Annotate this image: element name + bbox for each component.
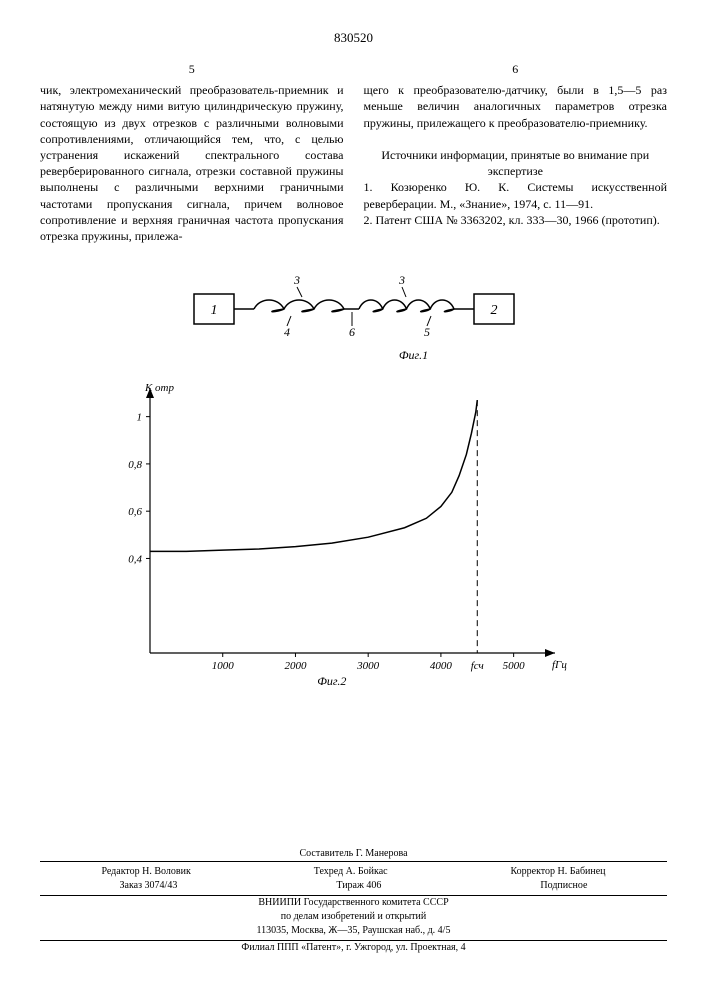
figure-2-chart: К отр fГц 0,4 0,6 0,8 1 1000 2000 3000 4000 5000 fс… (100, 373, 580, 693)
figure-2-container: К отр fГц 0,4 0,6 0,8 1 1000 2000 3000 4000 5000 fс… (100, 373, 667, 697)
svg-text:6: 6 (349, 325, 355, 339)
footer-addr2: Филиал ППП «Патент», г. Ужгород, ул. Про… (40, 941, 667, 955)
svg-text:1: 1 (210, 303, 217, 318)
footer-org1: ВНИИПИ Государственного комитета СССР (40, 896, 667, 910)
footer-order: Заказ 3074/43 (120, 879, 178, 893)
svg-text:3000: 3000 (356, 660, 380, 672)
svg-text:1: 1 (137, 412, 143, 424)
reference-1: 1. Козюренко Ю. К. Системы искусственной… (364, 179, 668, 211)
svg-text:3: 3 (293, 273, 300, 287)
footer-compiler: Составитель Г. Манерова (40, 847, 667, 861)
svg-text:5000: 5000 (503, 660, 526, 672)
footer-addr1: 113035, Москва, Ж—35, Раушская наб., д. … (40, 924, 667, 941)
figure-1-diagram: 1 2 3 3 4 6 5 (184, 264, 524, 344)
svg-text:3: 3 (398, 273, 405, 287)
svg-text:1000: 1000 (212, 660, 235, 672)
footer-tirage: Тираж 406 (336, 879, 381, 893)
footer-editor: Редактор Н. Воловик (101, 865, 190, 879)
svg-text:5: 5 (424, 325, 430, 339)
svg-text:4000: 4000 (430, 660, 453, 672)
footer: Составитель Г. Манерова Редактор Н. Воло… (40, 847, 667, 955)
right-column-text-1: щего к преобразователю-датчику, были в 1… (364, 82, 668, 131)
left-column-text: чик, электромеханический преобразователь… (40, 83, 344, 243)
right-col-number: 6 (364, 61, 668, 77)
right-column: 6 щего к преобразователю-датчику, были в… (364, 61, 668, 244)
reference-2: 2. Патент США № 3363202, кл. 333—30, 196… (364, 212, 668, 228)
left-col-number: 5 (40, 61, 344, 77)
figure-1-label: Фиг.1 (160, 348, 667, 363)
left-column: 5 чик, электромеханический преобразовате… (40, 61, 344, 244)
svg-text:Фиг.2: Фиг.2 (317, 674, 346, 688)
svg-text:fГц: fГц (552, 659, 567, 671)
svg-text:0,8: 0,8 (128, 459, 142, 471)
sources-heading: Источники информации, принятые во вниман… (364, 147, 668, 179)
svg-text:2000: 2000 (284, 660, 307, 672)
footer-signed: Подписное (540, 879, 587, 893)
svg-text:2: 2 (490, 303, 497, 318)
svg-text:4: 4 (284, 325, 290, 339)
figure-1-container: 1 2 3 3 4 6 5 Фиг.1 (40, 264, 667, 363)
footer-tech: Техред А. Бойкас (314, 865, 388, 879)
footer-org2: по делам изобретений и открытий (40, 910, 667, 924)
svg-text:0,4: 0,4 (128, 554, 142, 566)
svg-text:0,6: 0,6 (128, 506, 142, 518)
svg-text:К отр: К отр (144, 382, 174, 394)
svg-text:fсч: fсч (471, 660, 484, 672)
footer-corrector: Корректор Н. Бабинец (510, 865, 605, 879)
text-columns: 5 чик, электромеханический преобразовате… (40, 61, 667, 244)
patent-number: 830520 (40, 30, 667, 46)
